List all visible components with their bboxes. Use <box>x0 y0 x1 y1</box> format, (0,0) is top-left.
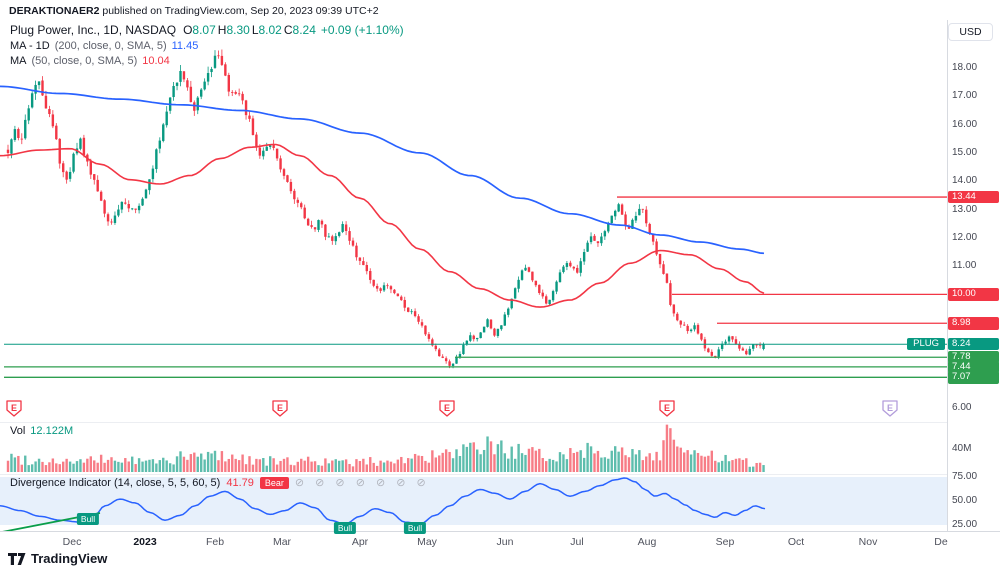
ma50-params: (50, close, 0, SMA, 5) <box>31 55 138 67</box>
time-axis-label: Sep <box>715 536 735 548</box>
price-badge[interactable]: 10.00 <box>948 288 999 301</box>
svg-text:E: E <box>887 403 893 413</box>
symbol-price-tag: PLUG <box>907 337 945 351</box>
bull-signal-badge: Bull <box>76 513 100 525</box>
price-badge[interactable]: 7.78 <box>948 350 999 364</box>
earnings-marker[interactable]: E <box>6 400 22 417</box>
indicator-status-icons: ⊘ ⊘ ⊘ ⊘ ⊘ ⊘ ⊘ <box>294 477 430 489</box>
ohlc-values: O8.07 H8.30 L8.02 C8.24 <box>181 23 316 37</box>
ma200-params: (200, close, 0, SMA, 5) <box>54 40 167 52</box>
ma50-value: 10.04 <box>142 55 170 67</box>
price-tick: 14.00 <box>952 175 978 187</box>
time-axis-label: Aug <box>637 536 657 548</box>
earnings-marker[interactable]: E <box>659 400 675 417</box>
ma50-title: MA <box>10 55 27 67</box>
price-tick: 16.00 <box>952 118 978 130</box>
price-badge[interactable]: 7.44 <box>948 360 999 374</box>
published-byline: DERAKTIONAER2 published on TradingView.c… <box>9 5 379 17</box>
ohlc-label: H <box>217 23 227 37</box>
price-tick: 11.00 <box>952 260 977 272</box>
svg-text:E: E <box>664 403 670 413</box>
time-axis-label: Nov <box>858 536 878 548</box>
currency-button[interactable]: USD <box>948 23 993 41</box>
price-badge[interactable]: 13.44 <box>948 190 999 204</box>
oscillator-tick: 25.00 <box>952 519 978 530</box>
price-tick: 12.00 <box>952 231 978 243</box>
ohlc-value: 8.24 <box>292 23 316 37</box>
price-tick: 15.00 <box>952 146 978 158</box>
svg-text:E: E <box>444 403 450 413</box>
time-axis-label: De <box>934 536 948 548</box>
oscillator-tick: 75.00 <box>952 471 978 482</box>
volume-tick: 40M <box>952 443 972 454</box>
ohlc-value: 8.02 <box>258 23 282 37</box>
volume-series <box>6 424 765 472</box>
time-axis-label: May <box>417 536 437 548</box>
volume-value: 12.122M <box>30 425 74 437</box>
ohlc-value: 8.07 <box>192 23 216 37</box>
divergence-legend-row[interactable]: Divergence Indicator (14, close, 5, 5, 6… <box>10 476 430 489</box>
oscillator-tick: 50.00 <box>952 495 978 506</box>
ma50-legend-row[interactable]: MA (50, close, 0, SMA, 5) 10.04 <box>10 55 170 67</box>
author-name: DERAKTIONAER2 <box>9 5 100 17</box>
time-axis-label: Oct <box>787 536 805 548</box>
bull-signal-badge: Bull <box>403 522 427 534</box>
divergence-value: 41.79 <box>226 476 254 489</box>
tradingview-logo-icon <box>8 553 26 565</box>
price-tick: 6.00 <box>952 401 972 413</box>
bull-signal-badge: Bull <box>333 522 357 534</box>
ma200-title: MA - 1D <box>10 40 50 52</box>
svg-text:E: E <box>277 403 283 413</box>
ohlc-value: 8.30 <box>226 23 250 37</box>
time-axis-label: Mar <box>272 536 292 548</box>
change-value: +0.09 (+1.10%) <box>320 23 404 37</box>
time-axis-label: Apr <box>351 536 369 548</box>
ohlc-label: O <box>183 23 193 37</box>
price-badge[interactable]: 8.98 <box>948 317 999 330</box>
ohlc-label: C <box>283 23 293 37</box>
published-text: published on TradingView.com, Sep 20, 20… <box>99 5 379 17</box>
ohlc-label: L <box>251 23 259 37</box>
price-badge[interactable]: 7.07 <box>948 371 999 384</box>
symbol-title: Plug Power, Inc., 1D, NASDAQ <box>10 23 177 37</box>
price-tick: 13.00 <box>952 203 978 215</box>
price-tick: 17.00 <box>952 90 978 102</box>
earnings-marker[interactable]: E <box>272 400 288 417</box>
ma200-legend-row[interactable]: MA - 1D (200, close, 0, SMA, 5) 11.45 <box>10 40 198 52</box>
candlestick-series <box>0 49 765 369</box>
legend: Plug Power, Inc., 1D, NASDAQ O8.07 H8.30 L… <box>10 23 404 70</box>
time-axis-label: Dec <box>62 536 82 548</box>
time-axis-label: Jul <box>570 536 584 548</box>
bear-signal-badge: Bear <box>259 476 289 489</box>
tradingview-logo[interactable]: TradingView <box>8 551 107 566</box>
symbol-legend-row[interactable]: Plug Power, Inc., 1D, NASDAQ O8.07 H8.30 L… <box>10 23 404 37</box>
divergence-indicator-title: Divergence Indicator (14, close, 5, 5, 6… <box>10 476 221 489</box>
volume-legend-row[interactable]: Vol 12.122M <box>10 425 73 437</box>
time-axis-label: Feb <box>205 536 225 548</box>
earnings-marker[interactable]: E <box>439 400 455 417</box>
price-tick: 18.00 <box>952 62 978 73</box>
svg-text:E: E <box>11 403 17 413</box>
tradingview-logo-text: TradingView <box>31 551 108 566</box>
ma200-value: 11.45 <box>171 40 199 52</box>
time-axis-label: 2023 <box>133 536 157 548</box>
price-badge[interactable]: 8.24 <box>948 337 999 351</box>
volume-label: Vol <box>10 425 26 437</box>
earnings-marker[interactable]: E <box>882 400 898 417</box>
time-axis-label: Jun <box>496 536 514 548</box>
